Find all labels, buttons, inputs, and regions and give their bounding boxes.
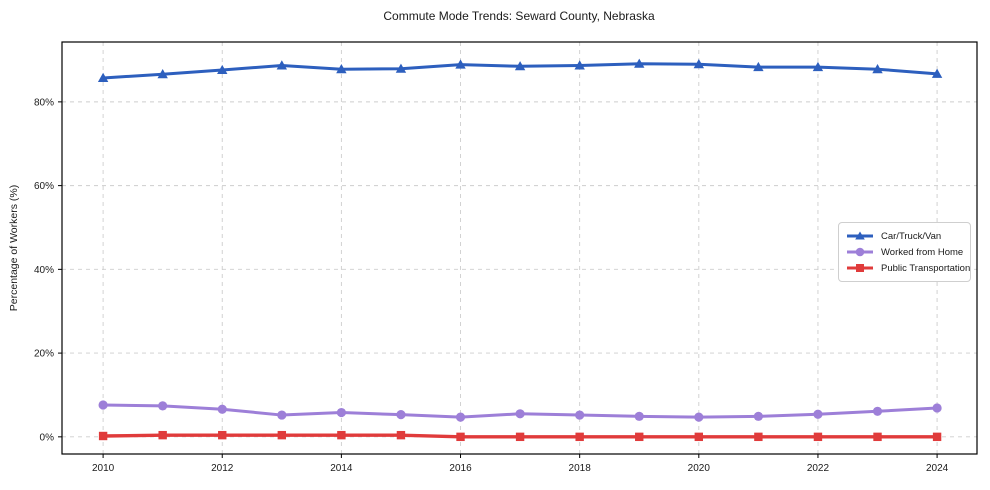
legend-item-public-transportation: Public Transportation [846, 260, 970, 276]
y-tick-label: 20% [34, 349, 54, 360]
y-tick-label: 60% [34, 181, 54, 192]
marker-square-public-transportation [277, 430, 287, 440]
marker-triangle-car-truck-van [812, 61, 824, 72]
marker-triangle-car-truck-van [97, 72, 109, 83]
marker-square-public-transportation [635, 432, 644, 442]
marker-triangle-car-truck-van [753, 61, 764, 72]
marker-circle-worked-from-home [336, 407, 346, 418]
marker-circle-worked-from-home [872, 406, 883, 416]
marker-square-public-transportation [158, 430, 167, 440]
marker-square-public-transportation [873, 432, 882, 442]
legend-marker-public-transportation [856, 264, 864, 272]
marker-square-public-transportation [813, 432, 823, 442]
marker-square-public-transportation [98, 431, 108, 441]
marker-square-public-transportation [337, 430, 346, 440]
marker-triangle-car-truck-van [395, 63, 407, 73]
series-public-transportation [98, 430, 942, 442]
marker-circle-worked-from-home [515, 409, 525, 419]
marker-square-public-transportation [515, 432, 525, 442]
marker-circle-worked-from-home [455, 412, 466, 422]
marker-triangle-car-truck-van [693, 58, 705, 69]
marker-circle-worked-from-home [396, 410, 406, 420]
y-tick-label: 80% [34, 97, 54, 108]
legend-item-car-truck-van: Car/Truck/Van [846, 228, 962, 244]
series-car-truck-van [97, 58, 943, 83]
legend-marker-car-truck-van [855, 231, 865, 240]
marker-circle-worked-from-home [932, 403, 942, 413]
marker-square-public-transportation [575, 432, 584, 442]
marker-circle-worked-from-home [98, 400, 108, 410]
marker-triangle-car-truck-van [455, 59, 466, 69]
x-tick-label: 2022 [807, 463, 830, 474]
tick-marks [58, 101, 938, 458]
x-tick-label: 2010 [92, 463, 115, 474]
y-tick-label: 0% [40, 432, 55, 443]
x-tick-label: 2020 [688, 463, 711, 474]
chart-title: Commute Mode Trends: Seward County, Nebr… [383, 9, 655, 23]
marker-circle-worked-from-home [813, 409, 823, 419]
marker-triangle-car-truck-van [634, 58, 645, 68]
marker-circle-worked-from-home [217, 404, 227, 414]
legend-item-worked-from-home: Worked from Home [846, 244, 964, 260]
marker-circle-worked-from-home [277, 410, 287, 420]
legend-square-sample-icon [847, 264, 873, 272]
marker-square-public-transportation [932, 432, 942, 442]
marker-triangle-car-truck-van [574, 60, 585, 70]
marker-triangle-car-truck-van [514, 61, 526, 71]
marker-square-public-transportation [754, 432, 763, 442]
marker-square-public-transportation [694, 432, 704, 442]
marker-circle-worked-from-home [753, 411, 763, 421]
x-tick-label: 2014 [330, 463, 353, 474]
marker-triangle-car-truck-van [276, 60, 288, 70]
legend-triangle-sample-icon [847, 231, 873, 240]
marker-triangle-car-truck-van [931, 68, 943, 78]
axes-frame [61, 41, 978, 455]
legend: Car/Truck/Van Worked from Home Public Tran… [838, 222, 971, 282]
marker-square-public-transportation [456, 432, 465, 442]
marker-circle-worked-from-home [634, 411, 644, 421]
marker-square-public-transportation [218, 430, 227, 440]
marker-circle-worked-from-home [694, 412, 704, 422]
marker-square-public-transportation [396, 430, 406, 440]
marker-triangle-car-truck-van [872, 64, 883, 74]
marker-triangle-car-truck-van [157, 69, 168, 79]
x-tick-label: 2018 [569, 463, 592, 474]
marker-triangle-car-truck-van [217, 64, 228, 75]
x-tick-label: 2012 [211, 463, 234, 474]
legend-circle-sample-icon [847, 247, 873, 257]
legend-label-worked-from-home: Worked from Home [881, 246, 964, 258]
series-worked-from-home [98, 400, 942, 422]
legend-label-car-truck-van: Car/Truck/Van [881, 230, 942, 242]
y-tick-label: 40% [34, 265, 54, 276]
marker-circle-worked-from-home [575, 410, 585, 420]
marker-triangle-car-truck-van [336, 64, 347, 74]
legend-label-public-transportation: Public Transportation [881, 262, 971, 274]
legend-marker-worked-from-home [855, 247, 865, 257]
marker-circle-worked-from-home [158, 401, 168, 411]
x-tick-label: 2024 [926, 463, 949, 474]
x-tick-label: 2016 [449, 463, 472, 474]
